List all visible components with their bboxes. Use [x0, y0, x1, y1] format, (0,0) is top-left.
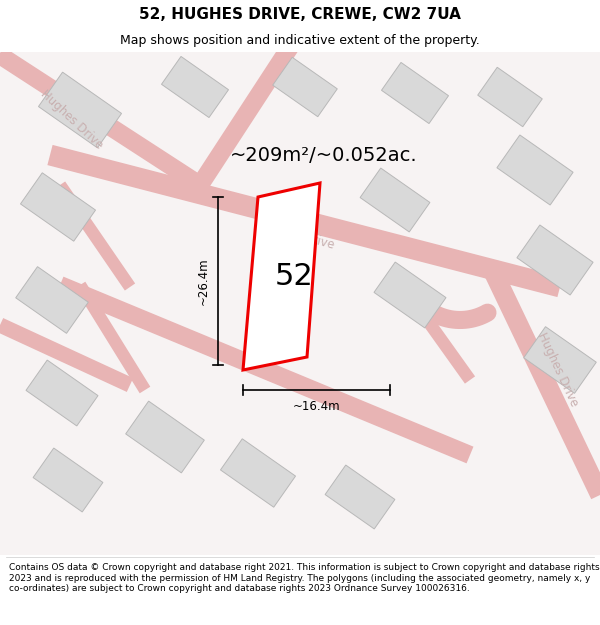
- Text: ~26.4m: ~26.4m: [197, 258, 210, 305]
- Bar: [517, 225, 593, 295]
- Text: ~209m²/~0.052ac.: ~209m²/~0.052ac.: [230, 146, 418, 164]
- Bar: [26, 360, 98, 426]
- Text: ~16.4m: ~16.4m: [293, 400, 340, 413]
- Text: Hughes Drive: Hughes Drive: [254, 218, 335, 252]
- Bar: [478, 68, 542, 127]
- Polygon shape: [243, 183, 320, 370]
- Bar: [273, 58, 337, 117]
- Text: 52, HUGHES DRIVE, CREWE, CW2 7UA: 52, HUGHES DRIVE, CREWE, CW2 7UA: [139, 7, 461, 22]
- Bar: [497, 135, 573, 205]
- Bar: [20, 173, 95, 241]
- Bar: [325, 465, 395, 529]
- Bar: [524, 327, 596, 393]
- Bar: [374, 262, 446, 328]
- Bar: [360, 168, 430, 232]
- Text: Hughes Drive: Hughes Drive: [535, 331, 581, 409]
- Bar: [16, 267, 88, 333]
- Text: Map shows position and indicative extent of the property.: Map shows position and indicative extent…: [120, 34, 480, 47]
- Bar: [161, 56, 229, 118]
- Bar: [33, 448, 103, 512]
- Bar: [38, 72, 122, 148]
- Text: Hughes Drive: Hughes Drive: [38, 88, 106, 152]
- Bar: [382, 62, 449, 124]
- Bar: [220, 439, 296, 508]
- Text: 52: 52: [275, 262, 313, 291]
- Bar: [125, 401, 205, 473]
- Text: Contains OS data © Crown copyright and database right 2021. This information is : Contains OS data © Crown copyright and d…: [9, 563, 599, 593]
